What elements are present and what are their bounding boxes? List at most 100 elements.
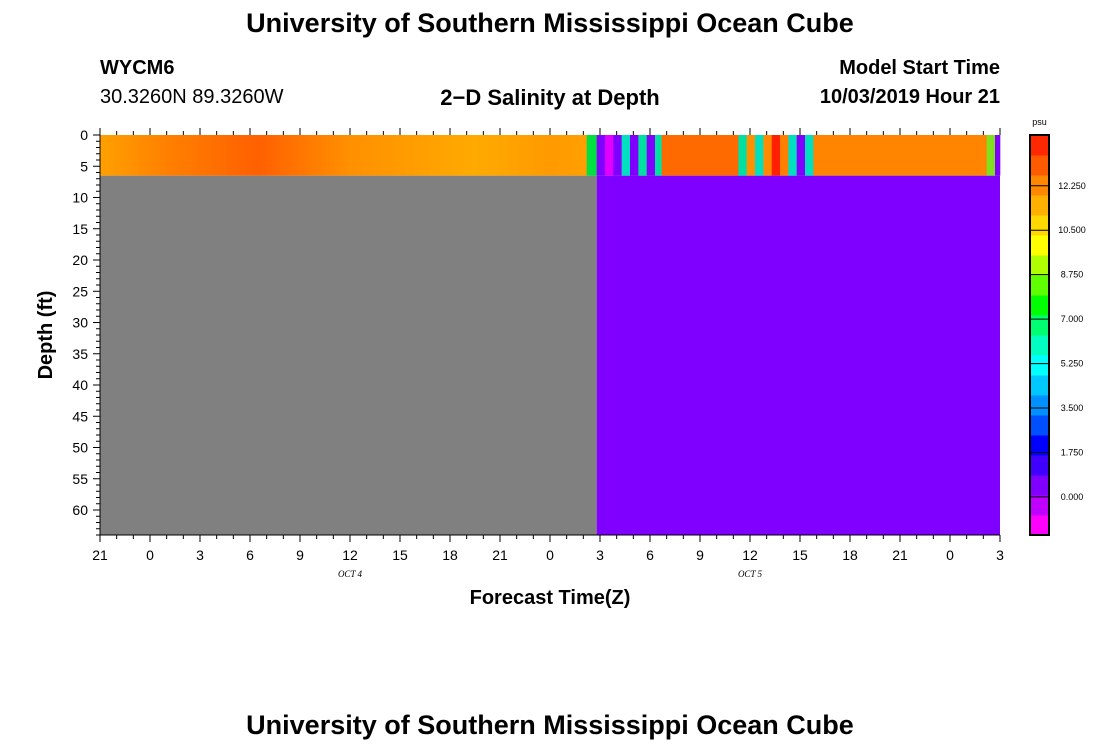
x-tick-label: 21: [492, 547, 508, 563]
x-tick-label: 0: [546, 547, 554, 563]
x-tick-label: 6: [246, 547, 254, 563]
colorbar-band: [1030, 135, 1049, 156]
x-axis-title: Forecast Time(Z): [470, 587, 631, 609]
x-tick-label: 21: [892, 547, 908, 563]
model-start-label: Model Start Time: [839, 57, 1000, 79]
surface-segment-2: [596, 135, 606, 176]
plot-area: [100, 135, 1001, 535]
colorbar-band: [1030, 235, 1049, 256]
y-tick-label: 15: [72, 221, 88, 237]
surface-segment-1: [586, 135, 597, 176]
x-tick-label: 9: [696, 547, 704, 563]
colorbar-band: [1030, 435, 1049, 456]
colorbar-band: [1030, 275, 1049, 296]
y-tick-label: 0: [80, 127, 88, 143]
surface-segment-11: [738, 135, 747, 176]
y-tick-label: 5: [80, 158, 88, 174]
surface-segment-13: [755, 135, 764, 176]
colorbar-band: [1030, 515, 1049, 536]
colorbar-frame: [1029, 134, 1050, 536]
x-tick-label: 12: [742, 547, 758, 563]
station-id: WYCM6: [100, 57, 175, 79]
colorbar-band: [1030, 195, 1049, 216]
x-tick-label: 6: [646, 547, 654, 563]
surface-segment-6: [630, 135, 639, 176]
surface-segment-10: [661, 135, 739, 176]
surface-segment-5: [621, 135, 631, 176]
surface-segment-3: [605, 135, 614, 176]
colorbar-band: [1030, 355, 1049, 376]
y-tick-label: 40: [72, 377, 88, 393]
colorbar-band: [1030, 415, 1049, 436]
axes: 21 0 3 6 9 12 15 18 21 0 3 6 9 12 15 18 21 0 3 OCT 4 OCT 5 0 5…: [72, 127, 1004, 579]
colorbar-band: [1030, 155, 1049, 176]
colorbar-band: [1030, 255, 1049, 276]
x-tick-label: 18: [842, 547, 858, 563]
y-tick-label: 20: [72, 252, 88, 268]
y-tick-label: 60: [72, 502, 88, 518]
x-tick-label: 21: [92, 547, 108, 563]
surface-segment-12: [746, 135, 756, 176]
colorbar-band: [1030, 215, 1049, 236]
colorbar: 12.250 10.500 8.750 7.000 5.250 3.500 1.750 0.0…: [1029, 117, 1086, 536]
x-tick-label: 12: [342, 547, 358, 563]
y-tick-label: 30: [72, 315, 88, 331]
colorbar-band: [1030, 175, 1049, 196]
colorbar-band: [1030, 455, 1049, 476]
colorbar-band: [1030, 395, 1049, 416]
surface-segment-21: [986, 135, 996, 176]
x-tick-label: 15: [792, 547, 808, 563]
surface-segment-22: [995, 135, 1001, 176]
y-tick-label: 50: [72, 440, 88, 456]
colorbar-label: 3.500: [1061, 403, 1084, 413]
plot-title: 2−D Salinity at Depth: [440, 85, 660, 110]
colorbar-label: 5.250: [1061, 359, 1084, 369]
colorbar-band: [1030, 495, 1049, 516]
surface-segment-4: [613, 135, 622, 176]
colorbar-band: [1030, 295, 1049, 316]
colorbar-label: 7.000: [1061, 314, 1084, 324]
surface-segment-19: [805, 135, 814, 176]
y-tick-label: 45: [72, 408, 88, 424]
main-title: University of Southern Mississippi Ocean…: [246, 8, 854, 38]
surface-segment-9: [655, 135, 662, 176]
colorbar-band: [1030, 335, 1049, 356]
surface-segment-8: [646, 135, 656, 176]
deep-salinity-region: [596, 175, 1000, 535]
no-data-region: [100, 175, 597, 535]
x-tick-label: 3: [596, 547, 604, 563]
y-tick-label: 10: [72, 190, 88, 206]
station-coords: 30.3260N 89.3260W: [100, 86, 284, 108]
bottom-title: University of Southern Mississippi Ocean…: [246, 710, 854, 740]
colorbar-label: 10.500: [1058, 225, 1086, 235]
colorbar-label: 8.750: [1061, 270, 1084, 280]
x-tick-label: 0: [146, 547, 154, 563]
y-tick-label: 35: [72, 346, 88, 362]
y-tick-label: 55: [72, 471, 88, 487]
surface-segment-7: [638, 135, 647, 176]
x-tick-label: 3: [996, 547, 1004, 563]
x-tick-label: 18: [442, 547, 458, 563]
x-tick-label: 9: [296, 547, 304, 563]
colorbar-band: [1030, 375, 1049, 396]
colorbar-band: [1030, 475, 1049, 496]
surface-segment-20: [813, 135, 987, 176]
surface-segment-18: [796, 135, 806, 176]
colorbar-label: 0.000: [1061, 492, 1084, 502]
surface-segment-17: [788, 135, 797, 176]
colorbar-unit: psu: [1032, 117, 1047, 127]
model-start-value: 10/03/2019 Hour 21: [819, 86, 1000, 108]
surface-segment-14: [763, 135, 772, 176]
surface-segment-0: [100, 135, 587, 176]
y-tick-label: 25: [72, 283, 88, 299]
x-tick-label: 3: [196, 547, 204, 563]
surface-segment-15: [771, 135, 781, 176]
x-date-label: OCT 4: [338, 569, 363, 579]
x-date-label: OCT 5: [738, 569, 763, 579]
colorbar-label: 1.750: [1061, 447, 1084, 457]
x-tick-label: 0: [946, 547, 954, 563]
colorbar-band: [1030, 315, 1049, 336]
surface-segment-16: [780, 135, 789, 176]
x-tick-label: 15: [392, 547, 408, 563]
